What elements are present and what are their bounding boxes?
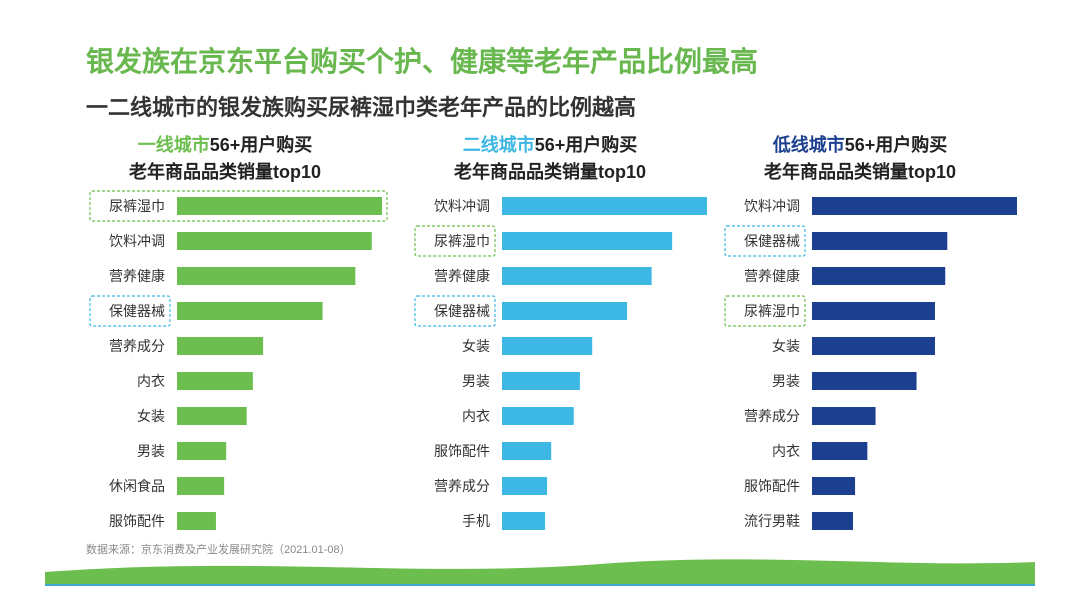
bar: [502, 267, 652, 285]
panel-heading-line2: 老年商品品类销量top10: [763, 162, 956, 182]
highlight-box: [89, 190, 388, 222]
category-label: 女装: [462, 338, 490, 355]
bar: [502, 512, 546, 530]
category-label: 营养成分: [109, 339, 165, 355]
highlight-box: [414, 225, 496, 257]
bar: [177, 197, 382, 215]
category-label: 尿裤湿巾: [744, 304, 800, 320]
category-label: 尿裤湿巾: [434, 234, 490, 250]
category-label: 饮料冲调: [744, 199, 800, 215]
bar: [812, 302, 935, 320]
bar: [177, 232, 372, 250]
bar: [502, 232, 673, 250]
category-label: 内衣: [462, 409, 490, 425]
panel-heading: 二线城市56+用户购买 老年商品品类销量top10: [390, 132, 710, 186]
highlight-box: [89, 295, 171, 327]
highlight-box: [414, 295, 496, 327]
panel-heading: 低线城市56+用户购买 老年商品品类销量top10: [700, 132, 1020, 186]
highlight-box: [724, 225, 806, 257]
category-label: 手机: [462, 514, 490, 530]
data-source-note: 数据来源：京东消费及产业发展研究院（2021.01-08）: [86, 544, 351, 556]
bar: [177, 442, 227, 460]
category-label: 尿裤湿巾: [109, 199, 165, 215]
bar: [502, 197, 707, 215]
bar: [812, 442, 868, 460]
category-label: 服饰配件: [744, 479, 800, 495]
panel-heading: 一线城市56+用户购买 老年商品品类销量top10: [65, 132, 385, 186]
bar: [812, 407, 876, 425]
bar: [502, 302, 628, 320]
bar: [502, 407, 574, 425]
panel-heading-suffix: 56+用户购买: [844, 135, 948, 155]
bar: [812, 337, 935, 355]
category-label: 营养健康: [109, 268, 165, 285]
category-label: 保健器械: [109, 304, 165, 320]
category-label: 女装: [772, 338, 800, 355]
bar: [502, 372, 580, 390]
category-label: 营养健康: [434, 268, 490, 285]
page-subtitle: 一二线城市的银发族购买尿裤湿巾类老年产品的比例越高: [86, 95, 637, 120]
panel-heading-line2: 老年商品品类销量top10: [453, 162, 646, 182]
category-label: 营养成分: [744, 409, 800, 425]
category-label: 男装: [462, 374, 490, 390]
category-label: 内衣: [137, 374, 165, 390]
bar: [177, 512, 216, 530]
bar: [502, 337, 593, 355]
highlight-box: [724, 295, 806, 327]
category-label: 女装: [137, 408, 165, 425]
category-label: 休闲食品: [109, 478, 165, 495]
bar: [177, 337, 264, 355]
category-label: 饮料冲调: [434, 199, 490, 215]
bar: [177, 477, 225, 495]
panel-tier-label: 一线城市: [137, 135, 210, 155]
category-label: 服饰配件: [434, 444, 490, 460]
panel-heading-line2: 老年商品品类销量top10: [128, 162, 321, 182]
bar: [812, 232, 948, 250]
bar: [177, 407, 247, 425]
category-label: 男装: [772, 374, 800, 390]
bar: [812, 197, 1017, 215]
wave-green: [45, 559, 1035, 584]
chart-panel-tier3: 低线城市56+用户购买 老年商品品类销量top10 饮料冲调保健器械营养健康尿裤…: [700, 132, 1020, 540]
bar: [177, 372, 253, 390]
page-title: 银发族在京东平台购买个护、健康等老年产品比例最高: [86, 46, 759, 77]
category-label: 营养成分: [434, 479, 490, 495]
category-label: 保健器械: [744, 234, 800, 250]
category-label: 流行男鞋: [744, 514, 800, 530]
panel-tier-label: 低线城市: [772, 135, 845, 155]
category-label: 服饰配件: [109, 514, 165, 530]
category-label: 饮料冲调: [109, 234, 165, 250]
bar: [812, 477, 856, 495]
bar: [502, 477, 548, 495]
panel-tier-label: 二线城市: [462, 135, 535, 155]
bar: [812, 372, 917, 390]
chart-panel-tier2: 二线城市56+用户购买 老年商品品类销量top10 饮料冲调尿裤湿巾营养健康保健…: [390, 132, 710, 540]
category-label: 营养健康: [744, 268, 800, 285]
decorative-ground-wave: [45, 559, 1035, 586]
category-label: 内衣: [772, 444, 800, 460]
bar: [812, 267, 946, 285]
category-label: 男装: [137, 444, 165, 460]
category-label: 保健器械: [434, 304, 490, 320]
panel-heading-suffix: 56+用户购买: [534, 135, 638, 155]
bar: [177, 302, 323, 320]
bar: [177, 267, 356, 285]
panel-heading-suffix: 56+用户购买: [209, 135, 313, 155]
chart-panel-tier1: 一线城市56+用户购买 老年商品品类销量top10 尿裤湿巾饮料冲调营养健康保健…: [65, 132, 388, 540]
bar: [502, 442, 552, 460]
bar: [812, 512, 853, 530]
